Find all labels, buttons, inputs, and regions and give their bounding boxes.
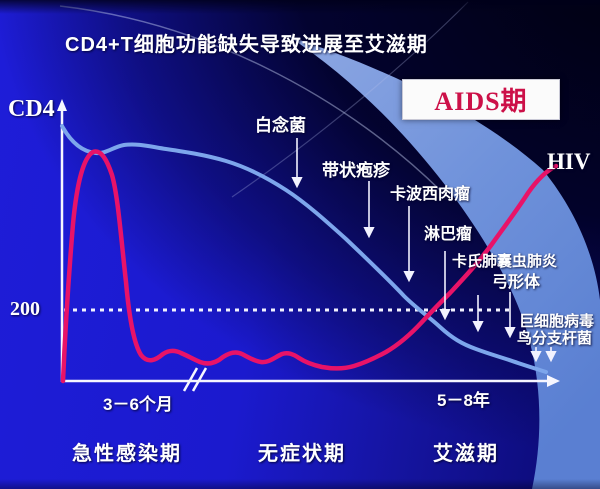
- axis-break-mark: [191, 367, 208, 392]
- x-period-late-label: 5－8年: [437, 391, 490, 410]
- hiv-curve-label: HIV: [547, 149, 591, 174]
- disease-annotation-label: 巨细胞病毒: [519, 313, 595, 330]
- phase-aids-label: 艾滋期: [433, 443, 499, 465]
- annotation-arrows: [291, 138, 557, 363]
- aids-stage-badge: AIDS期: [402, 79, 560, 120]
- threshold-200-label: 200: [10, 298, 40, 320]
- y-axis-arrowhead-icon: [57, 99, 67, 111]
- slide-title: CD4+T细胞功能缺失导致进展至艾滋期: [65, 34, 428, 56]
- disease-annotation-label: 卡波西肉瘤: [390, 186, 471, 203]
- x-axis-arrowhead-icon: [547, 375, 560, 387]
- cd4-curve: [60, 124, 548, 374]
- x-period-acute-label: 3－6个月: [103, 395, 173, 414]
- axis-break-mark: [182, 367, 199, 392]
- disease-annotation-label: 带状疱疹: [322, 161, 390, 180]
- phase-asymptomatic-label: 无症状期: [258, 443, 346, 465]
- decorative-arc: [59, 5, 443, 193]
- phase-acute-label: 急性感染期: [72, 443, 182, 465]
- disease-annotation-label: 卡氏肺囊虫肺炎: [452, 253, 558, 270]
- disease-annotation-label: 白念菌: [255, 116, 306, 135]
- hiv-curve: [60, 149, 559, 384]
- disease-annotation-label: 鸟分支杆菌: [517, 330, 593, 347]
- y-axis-label: CD4: [8, 96, 55, 122]
- aids-stage-badge-text: AIDS期: [434, 87, 528, 116]
- disease-annotation-label: 弓形体: [492, 274, 541, 291]
- light-beam-shape: [288, 36, 600, 489]
- disease-annotation-label: 淋巴瘤: [424, 226, 473, 243]
